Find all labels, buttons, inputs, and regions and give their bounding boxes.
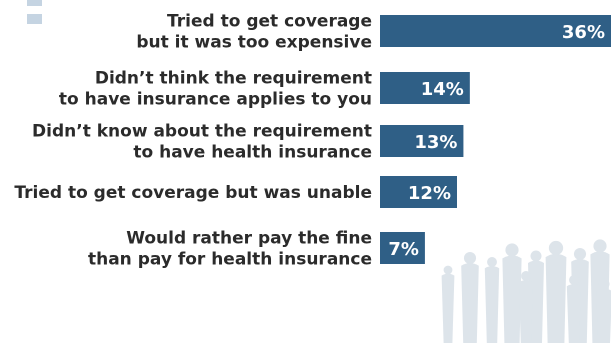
category-label: than pay for health insurance — [88, 250, 372, 270]
bars-layer: 36% 14% 13% 12% 7% — [380, 15, 611, 264]
person-silhouette-head — [443, 265, 453, 275]
person-silhouette-body — [596, 288, 611, 343]
category-label: Would rather pay the fine — [126, 229, 372, 249]
bar — [380, 176, 457, 208]
category-label: Didn’t know about the requirement — [32, 122, 372, 142]
category-label: Tried to get coverage but was unable — [14, 183, 372, 203]
person-silhouette-head — [521, 271, 531, 281]
person-silhouette-head — [598, 278, 610, 290]
person-silhouette-body — [441, 273, 455, 343]
person-silhouette-body — [518, 280, 534, 343]
bar — [380, 232, 425, 264]
person-silhouette-head — [530, 250, 542, 262]
bar-value-label: 14% — [421, 79, 464, 100]
category-label: Tried to get coverage — [167, 12, 372, 32]
legend-swatch — [27, 0, 42, 6]
category-label: to have insurance applies to you — [59, 90, 372, 110]
crowd-silhouette-image — [441, 239, 611, 343]
category-label: Didn’t think the requirement — [95, 69, 372, 89]
person-silhouette-head — [505, 243, 519, 257]
bar-value-label: 13% — [414, 132, 457, 153]
person-silhouette-body — [502, 255, 522, 343]
bar-value-label: 36% — [562, 22, 605, 43]
person-silhouette-head — [548, 240, 564, 256]
category-label: but it was too expensive — [136, 33, 372, 53]
person-silhouette-head — [573, 247, 587, 261]
person-silhouette-body — [484, 266, 500, 343]
bar-value-label: 7% — [388, 239, 419, 260]
category-label: to have health insurance — [133, 143, 372, 163]
person-silhouette-head — [463, 251, 477, 265]
person-silhouette-body — [571, 258, 589, 343]
bar — [380, 125, 464, 157]
person-silhouette-head — [593, 239, 607, 253]
person-silhouette-body — [545, 253, 567, 343]
bar-value-label: 12% — [408, 183, 451, 204]
person-silhouette-body — [528, 260, 544, 343]
person-silhouette-head — [487, 257, 497, 267]
person-silhouette-body — [590, 251, 610, 343]
person-silhouette-body — [461, 262, 479, 343]
bar — [380, 15, 611, 47]
person-silhouette-body — [566, 284, 582, 343]
legend-swatch — [27, 14, 42, 24]
person-silhouette-head — [569, 275, 579, 285]
bar — [380, 72, 470, 104]
